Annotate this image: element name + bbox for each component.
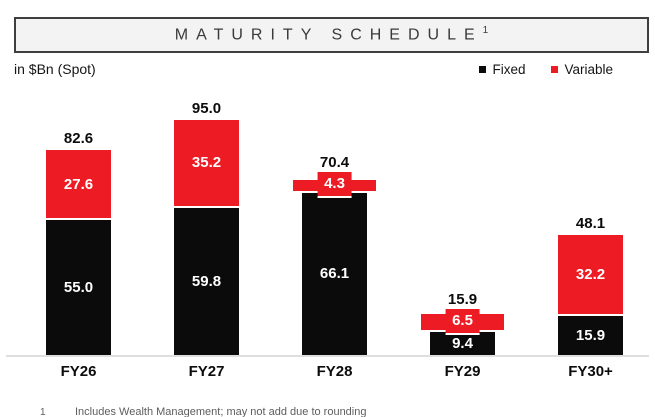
chart-title: MATURITY SCHEDULE1 [174,25,489,44]
legend-item-variable: Variable [551,62,613,77]
variable-segment-fy27: 35.2 [174,119,239,207]
total-value-label: 15.9 [447,290,478,308]
variable-value-label: 32.2 [575,265,606,283]
x-axis-label-fy29: FY29 [444,363,481,380]
fixed-segment-fy27: 59.8 [174,208,239,355]
x-axis-label-fy30plus: FY30+ [568,363,613,380]
variable-value-label: 27.6 [63,175,94,193]
x-axis-line [6,355,649,357]
variable-callout-chip: 4.3 [317,172,352,199]
fixed-segment-fy30plus: 15.9 [558,315,623,355]
variable-segment-fy30plus: 32.2 [558,234,623,314]
variable-segment-fy26: 27.6 [46,150,111,218]
chart-title-box: MATURITY SCHEDULE1 [14,17,649,53]
x-axis-label-fy27: FY27 [188,363,225,380]
unit-label: in $Bn (Spot) [14,61,96,77]
fixed-segment-fy28: 66.1 [302,192,367,355]
x-axis-label-fy26: FY26 [60,363,97,380]
variable-swatch-icon [551,66,559,73]
total-value-label: 70.4 [319,154,350,172]
fixed-value-label: 9.4 [452,334,473,352]
footnote-text: Includes Wealth Management; may not add … [75,406,367,417]
fixed-segment-fy26: 55.0 [46,219,111,355]
x-axis-label-fy28: FY28 [316,363,353,380]
legend-item-fixed: Fixed [479,62,525,77]
footnote: 1 Includes Wealth Management; may not add… [40,405,366,417]
total-value-label: 48.1 [575,214,606,232]
total-value-label: 95.0 [191,99,222,117]
footnote-marker: 1 [40,407,46,417]
title-footnote-marker: 1 [482,25,489,37]
legend: Fixed Variable [479,62,613,77]
fixed-value-label: 55.0 [63,278,94,296]
total-value-label: 82.6 [63,130,94,148]
fixed-value-label: 15.9 [575,326,606,344]
legend-label-variable: Variable [564,62,613,77]
variable-callout-chip: 6.5 [445,308,480,335]
variable-value-label: 35.2 [191,154,222,172]
legend-label-fixed: Fixed [492,62,526,77]
fixed-swatch-icon [479,66,487,73]
fixed-value-label: 59.8 [191,273,222,291]
fixed-segment-fy29: 9.4 [430,331,495,355]
fixed-value-label: 66.1 [319,265,350,283]
